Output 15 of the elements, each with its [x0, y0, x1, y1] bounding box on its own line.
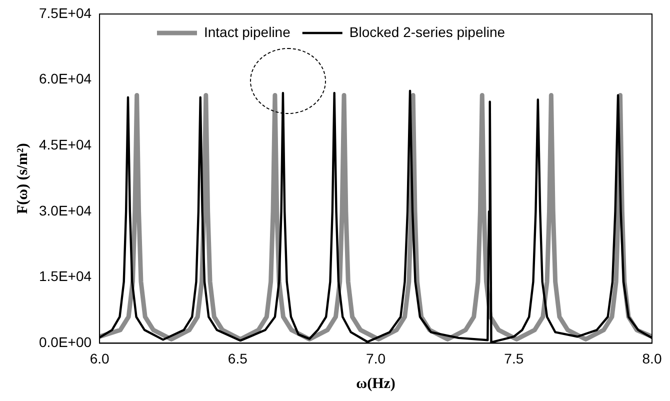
y-tick-label: 6.0E+04 — [38, 70, 92, 87]
y-tick-label: 0.0E+00 — [38, 334, 92, 350]
x-tick-label: 7.0 — [366, 350, 386, 366]
y-tick-label: 7.5E+04 — [38, 4, 92, 21]
x-tick-label: 8.0 — [642, 350, 662, 366]
y-tick-label: 1.5E+04 — [38, 268, 92, 284]
y-axis-title: F(ω) (s/m²) — [14, 143, 31, 214]
x-axis-title: ω(Hz) — [356, 376, 396, 392]
y-tick-label: 4.5E+04 — [38, 136, 92, 153]
x-tick-label: 7.5 — [504, 350, 524, 366]
x-tick-label: 6.5 — [228, 350, 248, 366]
legend-label: Blocked 2-series pipeline — [349, 24, 506, 40]
y-tick-label: 3.0E+04 — [38, 202, 92, 218]
legend-label: Intact pipeline — [204, 24, 291, 40]
x-tick-label: 6.0 — [90, 350, 110, 366]
